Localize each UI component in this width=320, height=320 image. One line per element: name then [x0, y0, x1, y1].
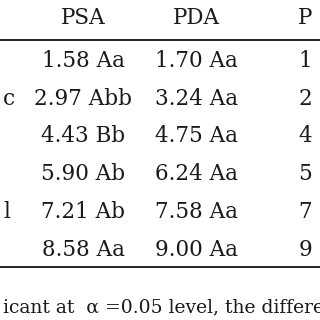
- Text: 5: 5: [298, 163, 312, 185]
- Text: 4: 4: [298, 125, 312, 147]
- Text: 8.58 Aa: 8.58 Aa: [42, 239, 125, 260]
- Text: 3.24 Aa: 3.24 Aa: [155, 88, 238, 109]
- Text: l: l: [3, 201, 10, 223]
- Text: 5.90 Ab: 5.90 Ab: [41, 163, 125, 185]
- Text: 6.24 Aa: 6.24 Aa: [155, 163, 238, 185]
- Text: P: P: [298, 7, 312, 28]
- Text: 7.58 Aa: 7.58 Aa: [155, 201, 238, 223]
- Text: 2: 2: [298, 88, 312, 109]
- Text: 9: 9: [298, 239, 312, 260]
- Text: 7: 7: [298, 201, 312, 223]
- Text: 4.43 Bb: 4.43 Bb: [41, 125, 125, 147]
- Text: 1.58 Aa: 1.58 Aa: [42, 50, 125, 72]
- Text: 4.75 Aa: 4.75 Aa: [155, 125, 238, 147]
- Text: 1.70 Aa: 1.70 Aa: [156, 50, 238, 72]
- Text: 1: 1: [298, 50, 312, 72]
- Text: PSA: PSA: [61, 7, 106, 28]
- Text: PDA: PDA: [173, 7, 220, 28]
- Text: 7.21 Ab: 7.21 Ab: [41, 201, 125, 223]
- Text: 9.00 Aa: 9.00 Aa: [155, 239, 238, 260]
- Text: c: c: [3, 88, 15, 109]
- Text: 2.97 Abb: 2.97 Abb: [34, 88, 132, 109]
- Text: icant at  α =0.05 level, the differe: icant at α =0.05 level, the differe: [3, 299, 320, 317]
